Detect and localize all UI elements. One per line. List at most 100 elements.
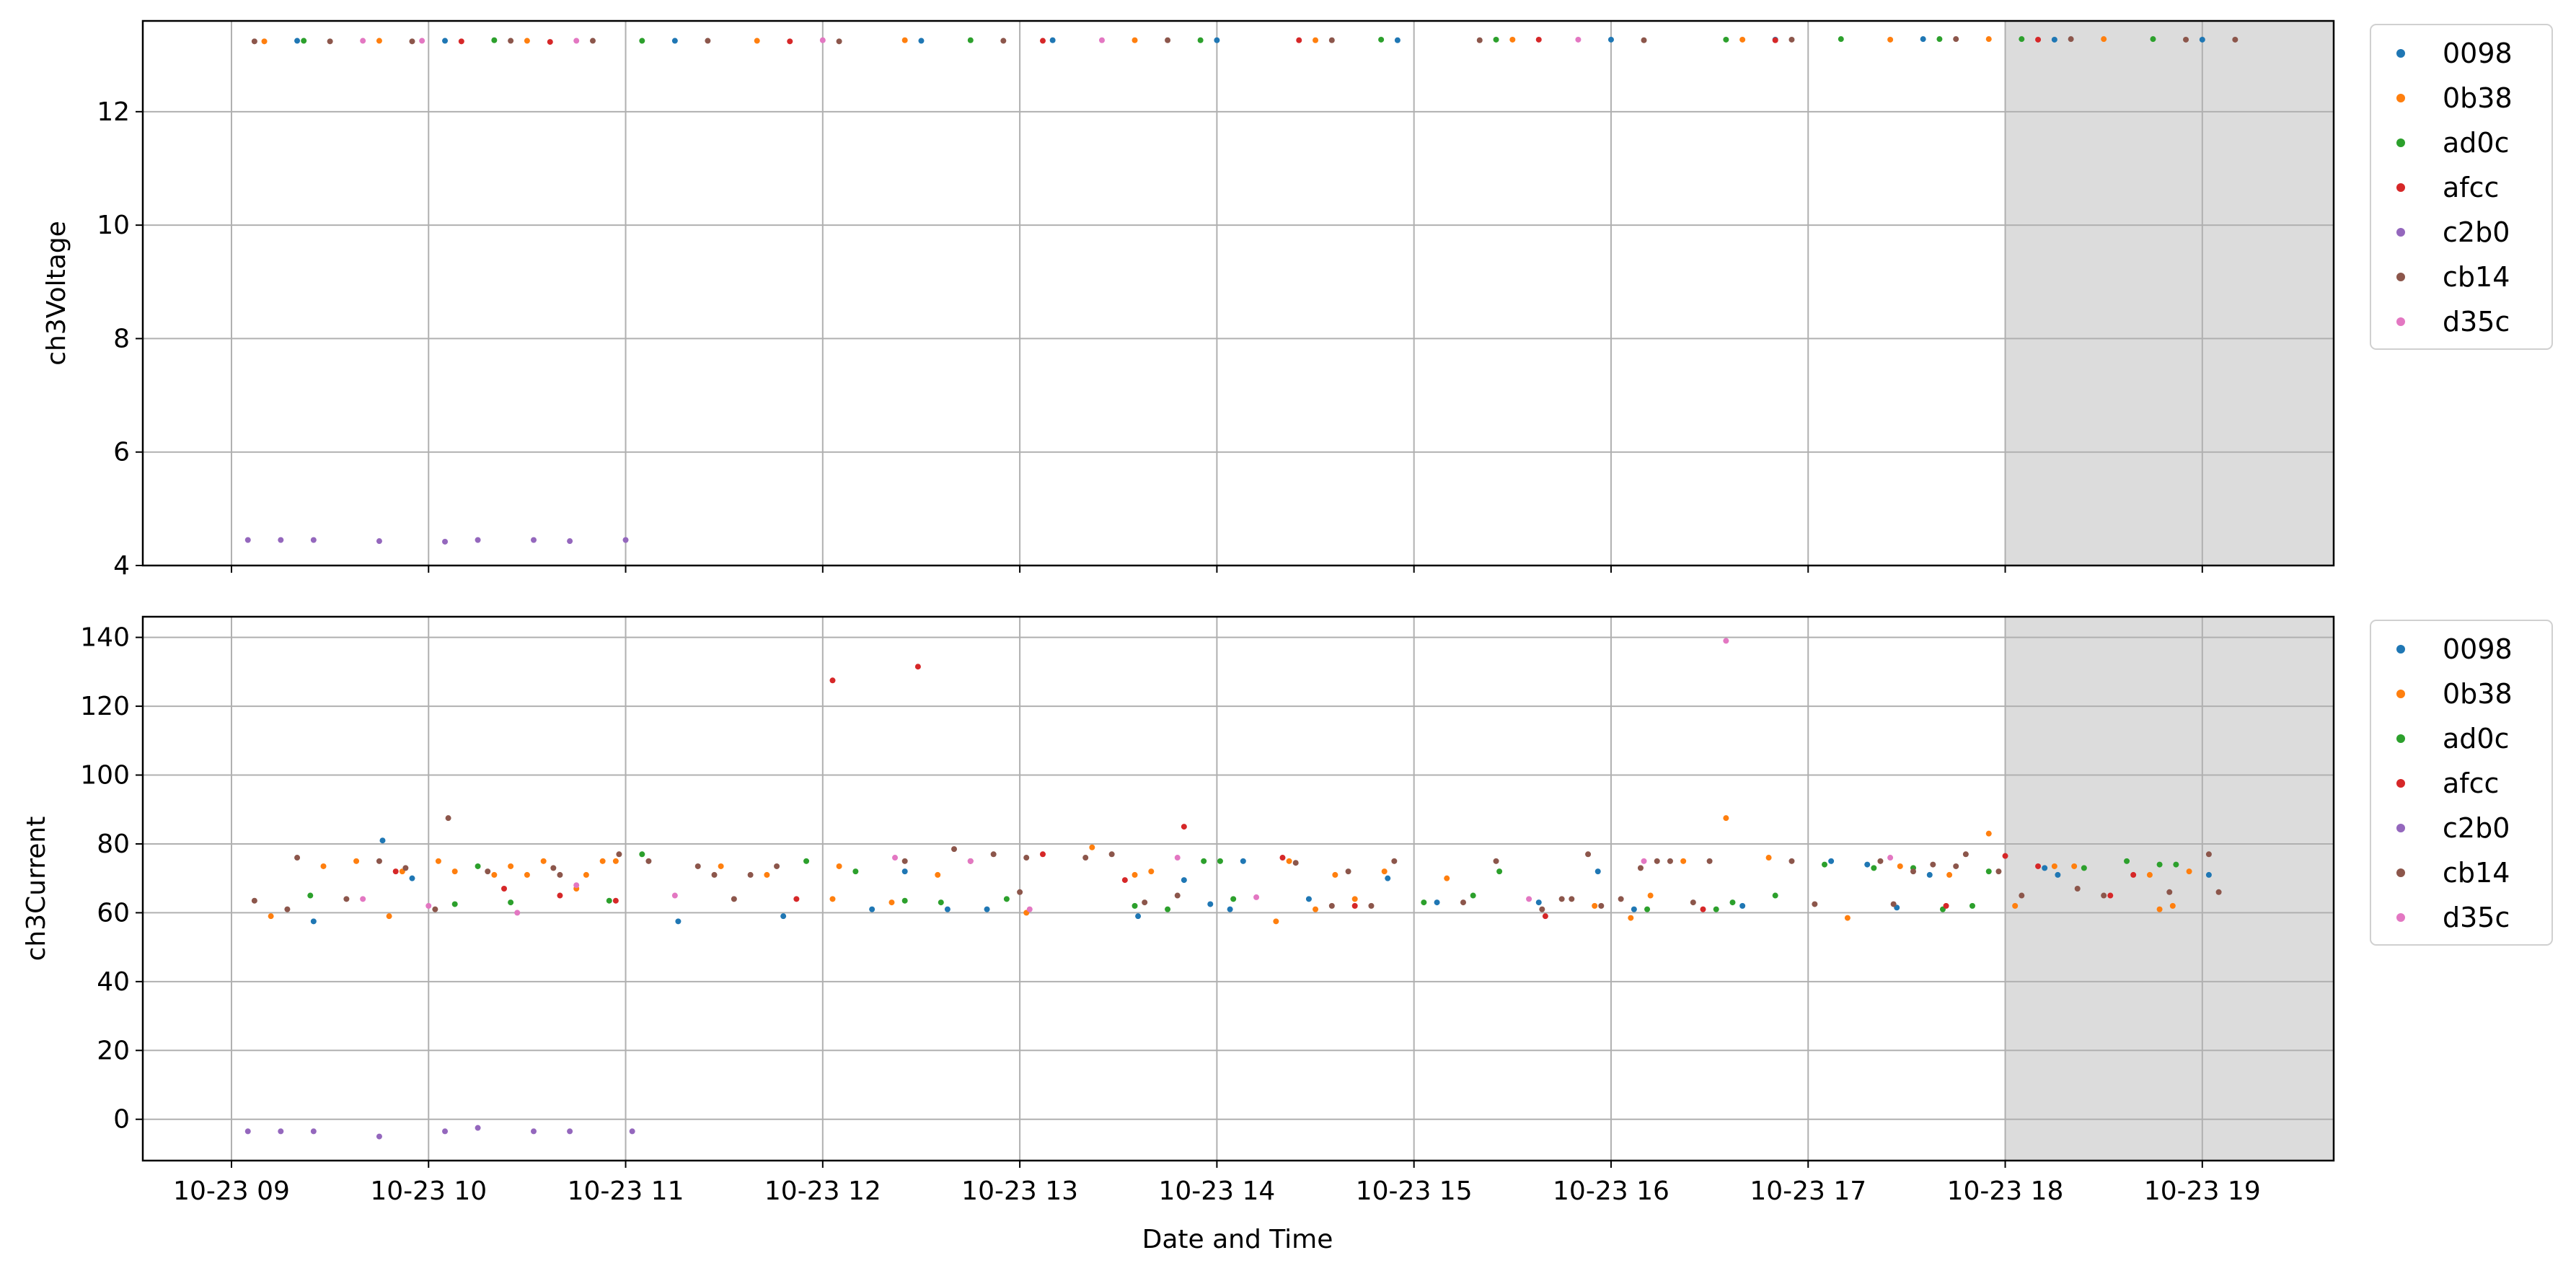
data-point [1822, 861, 1828, 868]
data-point [376, 858, 382, 864]
data-point [310, 1128, 317, 1135]
data-point [2150, 36, 2156, 43]
data-point [573, 38, 580, 44]
data-point [1003, 896, 1010, 902]
data-point [268, 913, 274, 920]
data-point [892, 855, 899, 861]
data-point [2051, 863, 2057, 869]
data-point [445, 815, 451, 822]
data-point [1598, 902, 1605, 909]
data-point [1292, 860, 1299, 866]
data-point [1142, 899, 1148, 906]
data-point [1897, 863, 1903, 869]
data-point [1108, 851, 1115, 858]
data-point [1828, 858, 1835, 864]
series-d35c [360, 36, 1582, 44]
data-point [376, 538, 382, 545]
data-point [376, 1133, 382, 1140]
data-point [1121, 877, 1128, 884]
data-point [1345, 868, 1351, 875]
series-d35c [360, 638, 1894, 916]
data-point [386, 913, 392, 920]
data-point [1618, 896, 1624, 902]
legend-marker [2396, 779, 2405, 788]
legend-marker [2396, 183, 2405, 192]
legend-label: 0b38 [2443, 82, 2513, 114]
data-point [409, 875, 415, 881]
data-point [1946, 871, 1953, 878]
data-point [2019, 892, 2025, 899]
y-tick-label: 120 [80, 692, 130, 721]
data-point [278, 1128, 284, 1135]
data-point [1385, 875, 1391, 881]
data-point [1493, 858, 1499, 864]
data-point [1197, 37, 1204, 43]
data-point [935, 871, 941, 878]
data-point [2146, 871, 2153, 878]
data-point [327, 38, 333, 45]
data-point [1496, 868, 1503, 875]
data-point [918, 38, 925, 44]
data-point [442, 538, 449, 545]
data-point [1723, 815, 1729, 822]
data-point [1690, 899, 1696, 906]
y-axis-label: ch3Voltage [42, 221, 71, 366]
legend-marker [2396, 824, 2405, 832]
y-tick-label: 100 [80, 761, 130, 791]
series-0098 [294, 36, 2205, 44]
data-point [1286, 858, 1292, 864]
legend: 0098 0b38 ad0c afcc c2b0 cb14 d35c [2370, 620, 2553, 946]
series-cb14 [251, 815, 2222, 912]
data-point [508, 38, 514, 44]
legend-label: ad0c [2443, 723, 2509, 754]
data-point [2035, 863, 2042, 869]
data-point [442, 38, 449, 44]
data-point [583, 871, 589, 878]
series-c2b0 [244, 537, 629, 545]
data-point [787, 38, 793, 45]
data-point [938, 899, 944, 906]
data-point [1305, 896, 1312, 902]
series-afcc [458, 36, 2042, 45]
legend-marker [2396, 94, 2405, 102]
data-point [967, 37, 974, 43]
data-point [1089, 844, 1095, 850]
data-point [1844, 915, 1851, 921]
data-point [967, 858, 974, 864]
legend-label: ad0c [2443, 127, 2509, 159]
data-point [1394, 37, 1401, 43]
legend-marker [2396, 49, 2405, 58]
axes-frame [141, 19, 2335, 567]
x-tick-label: 10-23 10 [370, 1176, 487, 1206]
data-point [1877, 858, 1884, 864]
y-tick-label: 80 [97, 830, 130, 859]
data-point [754, 38, 760, 44]
data-point [1351, 896, 1358, 902]
data-point [244, 537, 251, 543]
y-tick-label: 4 [113, 551, 130, 581]
data-point [1910, 868, 1916, 875]
x-tick-label: 10-23 17 [1750, 1176, 1866, 1206]
series-ad0c [307, 851, 2179, 912]
data-point [1995, 868, 2002, 875]
data-point [1368, 902, 1375, 909]
data-point [1943, 902, 1949, 909]
data-point [1049, 37, 1056, 43]
data-point [1201, 858, 1207, 864]
legend-marker [2396, 645, 2405, 654]
data-point [1654, 858, 1660, 864]
data-point [1526, 896, 1532, 902]
data-point [711, 871, 718, 878]
data-point [1230, 896, 1237, 902]
data-point [589, 38, 596, 44]
legend-label: c2b0 [2443, 812, 2510, 844]
data-point [774, 863, 780, 869]
data-point [1700, 906, 1706, 912]
data-point [1470, 892, 1476, 899]
data-point [1723, 36, 1729, 43]
data-point [1381, 868, 1388, 875]
data-point [671, 892, 678, 899]
series-afcc [392, 664, 2137, 920]
data-point [622, 537, 629, 543]
